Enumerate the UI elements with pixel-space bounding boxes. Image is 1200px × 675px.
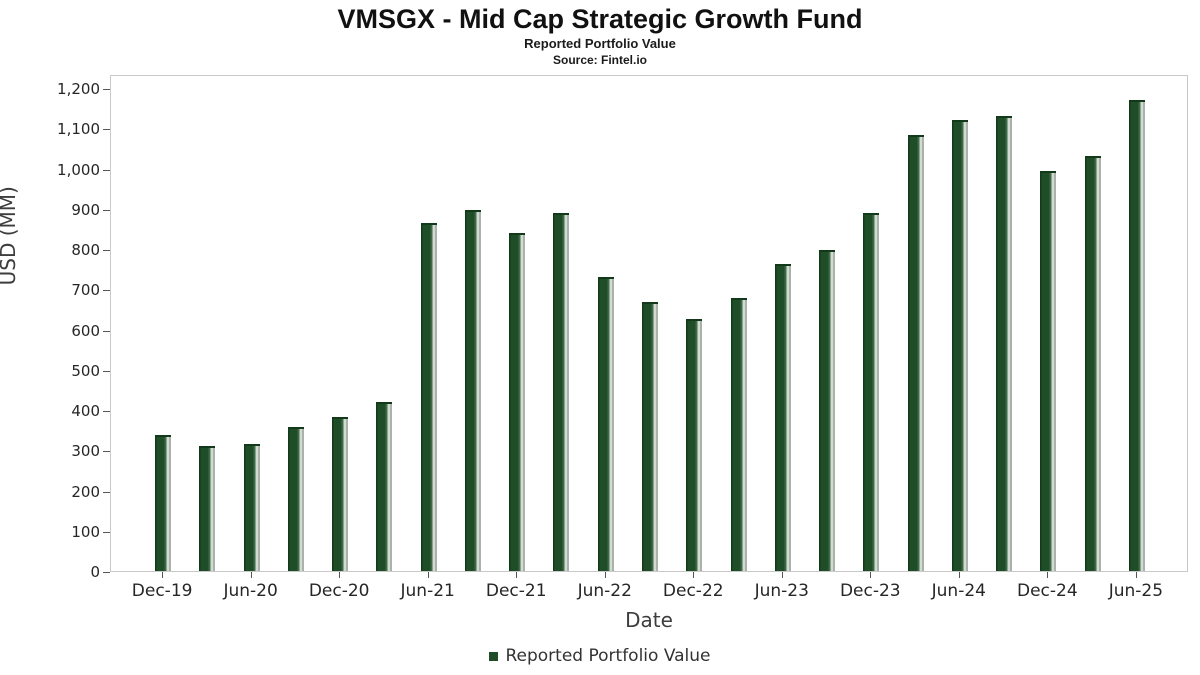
bar [1084, 156, 1101, 571]
bar [642, 302, 658, 571]
y-tick-label: 800 [71, 241, 100, 259]
y-tick-label: 500 [71, 361, 100, 380]
x-tick-mark [250, 572, 252, 578]
x-tick-mark [870, 572, 872, 578]
bar [774, 264, 791, 571]
x-tick-mark [1047, 572, 1049, 578]
bar [464, 210, 481, 571]
x-tick-mark [162, 572, 164, 578]
x-tick-label: Jun-20 [223, 581, 278, 601]
x-tick-mark [339, 572, 341, 578]
y-tick-mark [103, 89, 110, 90]
y-tick-mark [103, 209, 110, 211]
y-tick-label: 700 [71, 281, 100, 300]
legend-swatch-icon [489, 651, 499, 661]
bar [376, 402, 393, 571]
y-tick-mark [103, 290, 110, 292]
y-tick-label: 1,200 [57, 80, 100, 98]
bar [863, 213, 880, 571]
y-tick-mark [103, 169, 110, 171]
x-tick-label: Dec-23 [839, 581, 901, 601]
y-tick-mark [103, 531, 110, 533]
y-tick-label: 100 [71, 522, 100, 541]
y-tick-label: 400 [71, 402, 100, 420]
bar [597, 277, 614, 571]
x-tick-label: Dec-21 [485, 581, 547, 601]
x-tick-mark [1135, 572, 1137, 578]
bar [509, 233, 526, 571]
y-tick-mark [103, 250, 110, 251]
y-tick-mark [103, 491, 110, 493]
plot-area [110, 75, 1188, 572]
x-tick-mark [781, 572, 783, 578]
y-tick-label: 1,100 [57, 120, 100, 139]
legend-label: Reported Portfolio Value [505, 646, 711, 666]
bar [287, 427, 304, 571]
bar [951, 120, 968, 571]
y-tick-label: 0 [90, 563, 100, 581]
x-tick-label: Jun-25 [1108, 581, 1164, 601]
legend: Reported Portfolio Value [0, 646, 1200, 666]
bar [686, 319, 703, 571]
x-tick-label: Dec-19 [131, 581, 193, 601]
bar [907, 135, 924, 571]
bar [730, 298, 747, 571]
y-tick-label: 1,000 [57, 160, 100, 179]
x-tick-mark [516, 572, 518, 578]
bar [1040, 171, 1057, 571]
x-tick-label: Dec-20 [308, 581, 370, 601]
bar [155, 435, 172, 571]
y-tick-label: 600 [71, 321, 100, 340]
bar [1128, 100, 1145, 571]
x-tick-label: Jun-24 [931, 581, 986, 601]
x-tick-label: Jun-22 [577, 581, 632, 601]
y-tick-mark [103, 451, 110, 453]
y-tick-label: 200 [71, 482, 100, 501]
chart-source: Source: Fintel.io [552, 53, 647, 67]
y-tick-mark [103, 370, 110, 372]
y-tick-label: 300 [71, 442, 100, 461]
x-tick-label: Jun-21 [400, 581, 455, 601]
bar [199, 446, 216, 571]
x-axis-label: Date [625, 608, 673, 632]
x-tick-label: Dec-22 [662, 581, 724, 601]
y-tick-mark [103, 572, 110, 573]
bar [332, 417, 349, 571]
bar [420, 223, 437, 571]
y-tick-mark [103, 129, 110, 131]
y-tick-mark [103, 330, 110, 332]
bar [243, 444, 260, 571]
x-tick-mark [958, 572, 960, 578]
x-tick-mark [693, 572, 695, 578]
bar [553, 213, 570, 571]
chart-subtitle: Reported Portfolio Value [524, 36, 676, 51]
bar [996, 116, 1013, 571]
y-tick-label: 900 [71, 200, 100, 219]
x-tick-label: Jun-23 [754, 581, 809, 601]
bar [819, 250, 836, 571]
x-tick-mark [604, 572, 606, 578]
y-tick-mark [103, 411, 110, 412]
x-tick-label: Dec-24 [1017, 581, 1078, 601]
chart-title: VMSGX - Mid Cap Strategic Growth Fund [337, 4, 863, 34]
x-tick-mark [427, 572, 429, 578]
